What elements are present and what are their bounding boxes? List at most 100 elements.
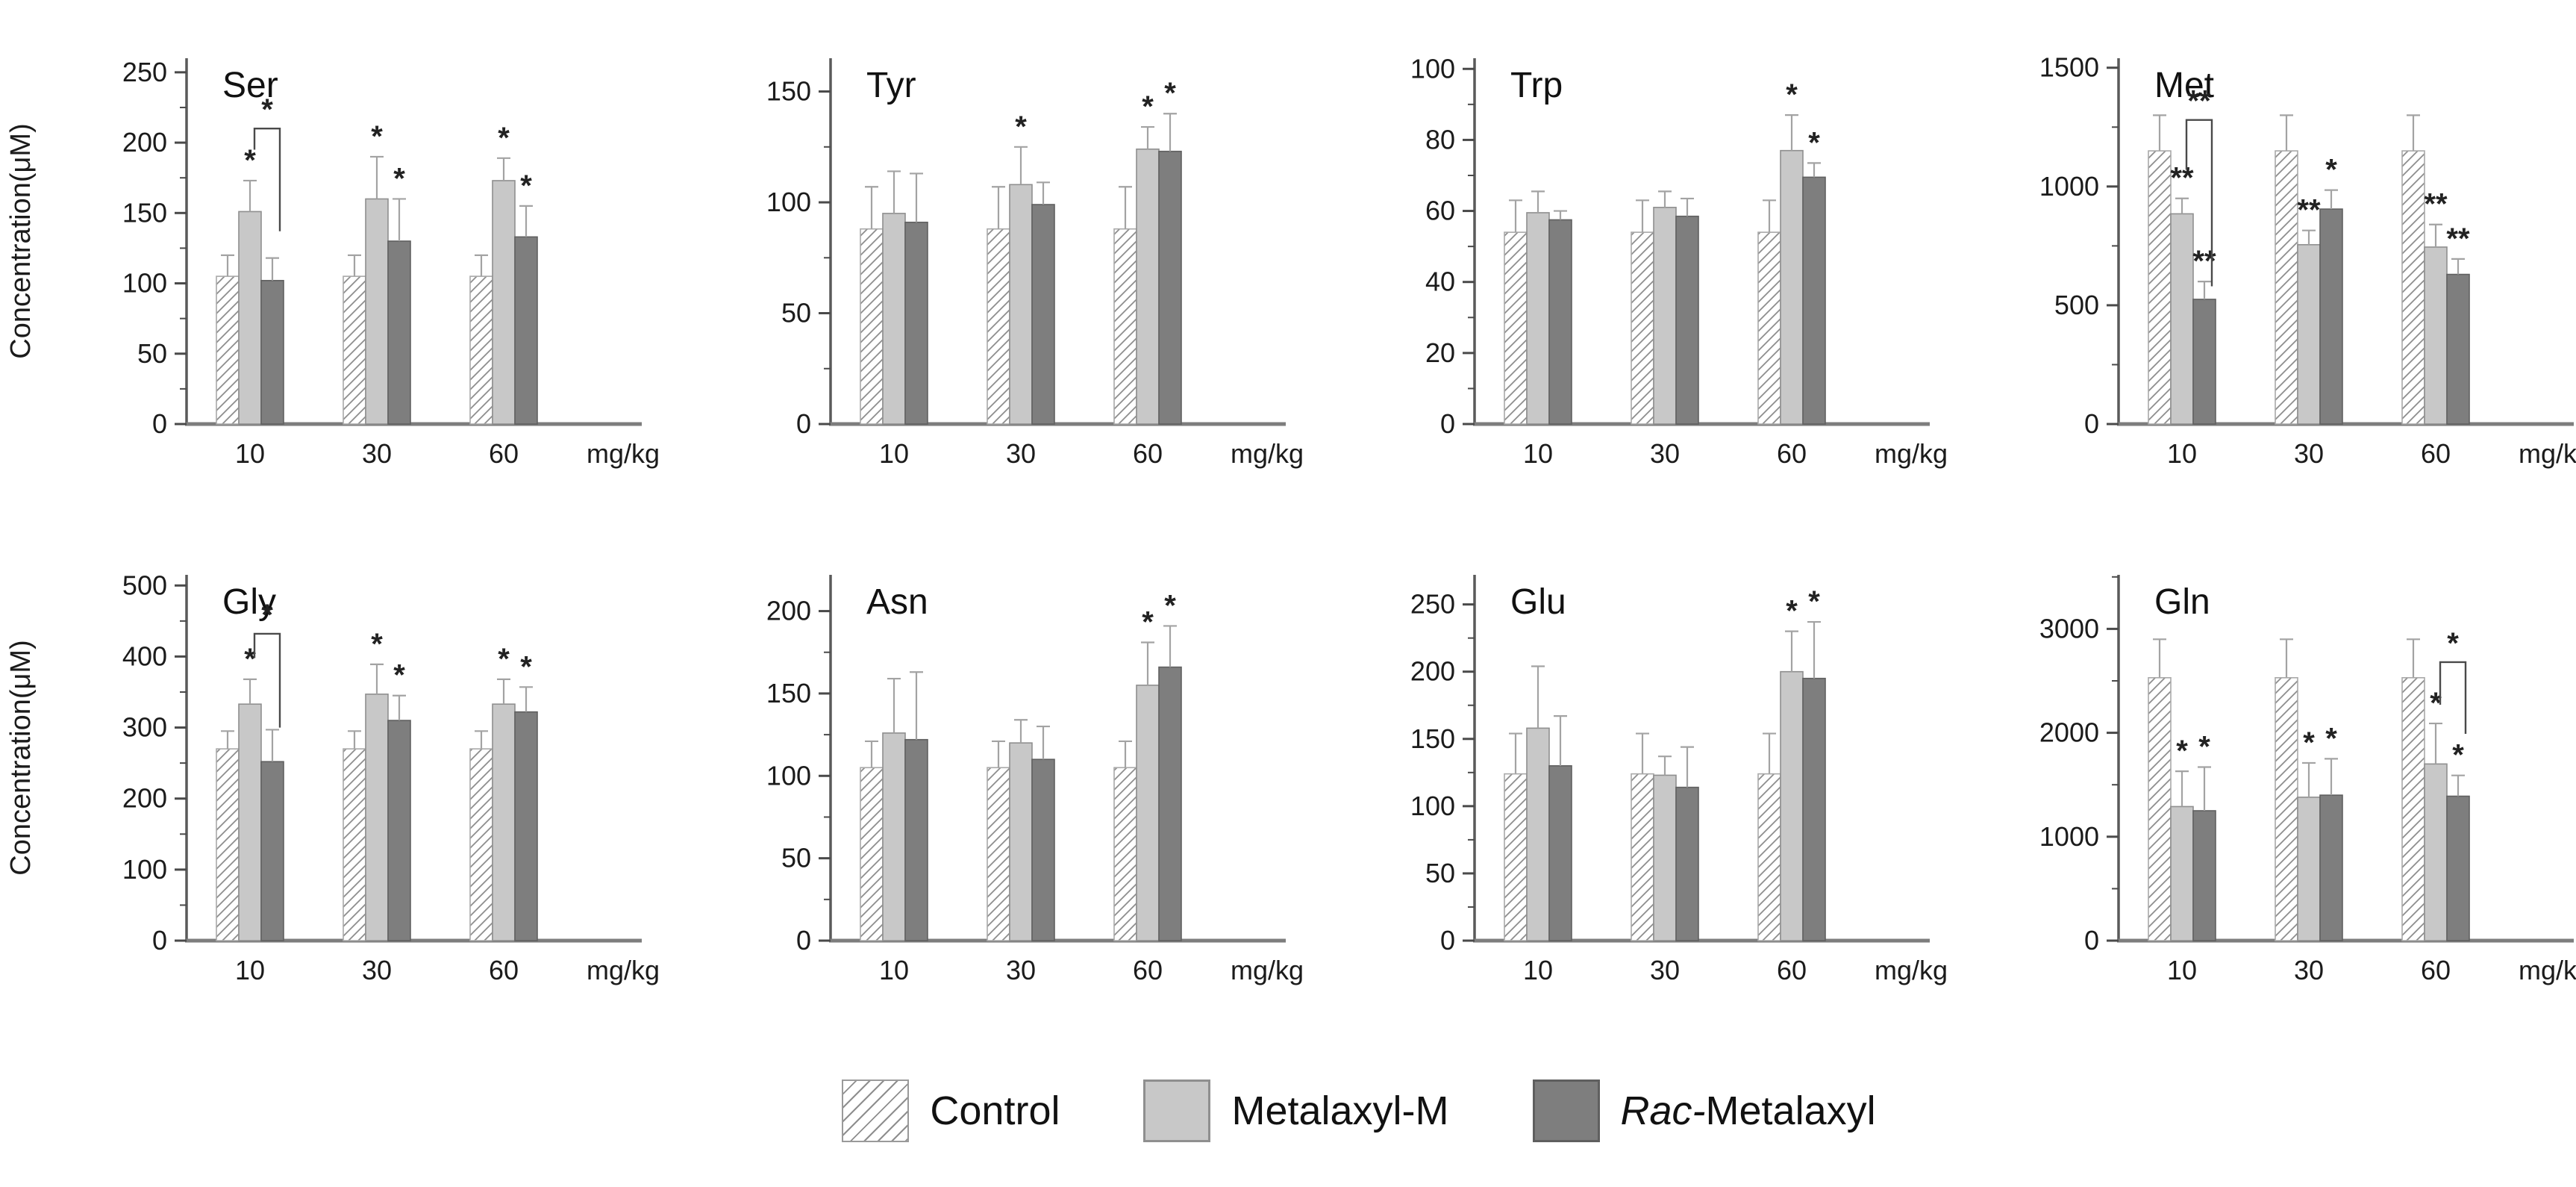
y-tick-label: 500 (122, 570, 167, 600)
y-tick-label: 100 (122, 854, 167, 885)
bar-metalaxyl-m-30 (1653, 207, 1677, 425)
bar-control-10 (860, 228, 884, 425)
significance-label: * (1142, 605, 1154, 638)
y-tick-label: 3000 (2039, 613, 2099, 644)
x-unit-label: mg/kg (1875, 955, 1948, 985)
chart-title: Asn (866, 582, 928, 622)
chart-glu: 0 50 100 150 200 250 Glu 10 30 60 * * mg/kg (1410, 575, 1948, 985)
y-tick-label: 0 (796, 408, 811, 439)
y-tick-label: 0 (152, 408, 167, 439)
bar-control-10 (216, 275, 240, 425)
y-tick-label: 100 (1410, 791, 1455, 821)
bar-rac-metalaxyl-60 (2446, 273, 2470, 425)
charts-grid: 0 50 100 150 200 250 Ser Concentration(μM) 10 * 30… (0, 6, 2576, 1008)
x-tick-label: 10 (879, 955, 909, 985)
significance-label: * (2325, 722, 2337, 755)
legend-label-metalaxyl-m: Metalaxyl-M (1231, 1088, 1449, 1133)
y-tick-label: 20 (1425, 337, 1455, 368)
y-tick-label: 40 (1425, 267, 1455, 297)
x-tick-label: 60 (1133, 955, 1163, 985)
bar-rac-metalaxyl-60 (1158, 666, 1182, 941)
significance-label: * (371, 628, 383, 661)
y-tick-label: 0 (2084, 925, 2099, 956)
significance-label: * (520, 650, 532, 683)
comparison-bracket (253, 128, 281, 231)
comparison-bracket (2185, 119, 2213, 287)
y-tick-label: 2000 (2039, 717, 2099, 748)
significance-label: ** (2192, 245, 2216, 278)
chart-tyr: 0 50 100 150 Tyr 10 30 * 60 * * mg/kg (766, 58, 1304, 469)
legend: Control Metalaxyl-M Rac-Metalaxyl (71, 1079, 2576, 1142)
significance-label: * (1808, 126, 1820, 159)
bar-rac-metalaxyl-30 (1031, 758, 1055, 941)
chart-cell-asn: 0 50 100 150 200 Asn 10 30 60 * * mg/kg (644, 523, 1304, 1008)
significance-label: * (1808, 585, 1820, 618)
chart-cell-trp: 0 20 40 60 80 100 Trp 10 30 60 * * mg/kg (1288, 6, 1948, 491)
bar-rac-metalaxyl-30 (1675, 786, 1699, 941)
bracket-significance-label: * (261, 599, 273, 632)
bar-metalaxyl-m-60 (2424, 246, 2448, 425)
bracket-significance-label: * (261, 93, 273, 126)
y-tick-label: 300 (122, 712, 167, 743)
bar-control-60 (2401, 150, 2425, 425)
y-tick-label: 150 (122, 197, 167, 228)
chart-ser: 0 50 100 150 200 250 Ser Concentration(μM) 10 * 30… (5, 57, 660, 469)
significance-label: * (1786, 78, 1798, 111)
x-unit-label: mg/kg (1231, 955, 1304, 985)
bar-control-10 (1504, 773, 1528, 941)
bar-rac-metalaxyl-30 (387, 720, 411, 941)
bar-control-60 (469, 275, 493, 425)
significance-label: * (520, 169, 532, 202)
significance-label: * (393, 162, 405, 195)
bar-metalaxyl-m-10 (238, 211, 262, 425)
x-tick-label: 10 (879, 438, 909, 469)
x-tick-label: 10 (2167, 438, 2197, 469)
x-tick-label: 60 (489, 955, 519, 985)
x-tick-label: 10 (2167, 955, 2197, 985)
bar-rac-metalaxyl-60 (1802, 176, 1826, 425)
bar-control-60 (469, 748, 493, 941)
significance-label: * (498, 122, 510, 155)
y-tick-label: 50 (137, 338, 167, 369)
bar-metalaxyl-m-60 (492, 703, 516, 941)
y-tick-label: 150 (766, 678, 811, 708)
bar-metalaxyl-m-60 (492, 180, 516, 425)
significance-label: * (498, 643, 510, 676)
y-tick-label: 100 (1410, 53, 1455, 84)
bar-control-30 (343, 275, 366, 425)
significance-label: * (1786, 595, 1798, 628)
y-tick-label: 50 (781, 298, 811, 328)
bar-metalaxyl-m-30 (1009, 742, 1033, 941)
y-tick-label: 60 (1425, 196, 1455, 226)
bar-metalaxyl-m-60 (1136, 148, 1160, 425)
x-unit-label: mg/kg (2519, 955, 2576, 985)
y-axis-title: Concentration(μM) (5, 640, 37, 875)
x-tick-label: 30 (2294, 955, 2324, 985)
significance-label: * (2430, 687, 2442, 720)
significance-label: * (244, 643, 256, 676)
y-tick-label: 200 (1410, 656, 1455, 687)
significance-label: * (2452, 739, 2464, 772)
bar-metalaxyl-m-60 (1780, 670, 1804, 941)
legend-item-rac-metalaxyl: Rac-Metalaxyl (1532, 1079, 1876, 1142)
bar-control-30 (1631, 773, 1654, 941)
significance-label: ** (2297, 194, 2321, 227)
chart-title: Met (2154, 66, 2214, 105)
bar-rac-metalaxyl-10 (2192, 810, 2216, 941)
y-tick-label: 100 (766, 187, 811, 217)
bar-control-30 (343, 748, 366, 941)
bar-control-10 (860, 767, 884, 941)
bar-metalaxyl-m-60 (1780, 149, 1804, 425)
bar-metalaxyl-m-10 (882, 732, 906, 941)
bar-control-60 (1113, 228, 1137, 425)
y-axis-title: Concentration(μM) (5, 123, 37, 358)
x-tick-label: 30 (1650, 955, 1680, 985)
significance-label: ** (2424, 188, 2448, 221)
bar-metalaxyl-m-60 (2424, 763, 2448, 941)
bracket-significance-label: * (2447, 627, 2459, 660)
x-tick-label: 60 (489, 438, 519, 469)
chart-title: Glu (1510, 582, 1566, 622)
chart-cell-glu: 0 50 100 150 200 250 Glu 10 30 60 * * mg/kg (1288, 523, 1948, 1008)
